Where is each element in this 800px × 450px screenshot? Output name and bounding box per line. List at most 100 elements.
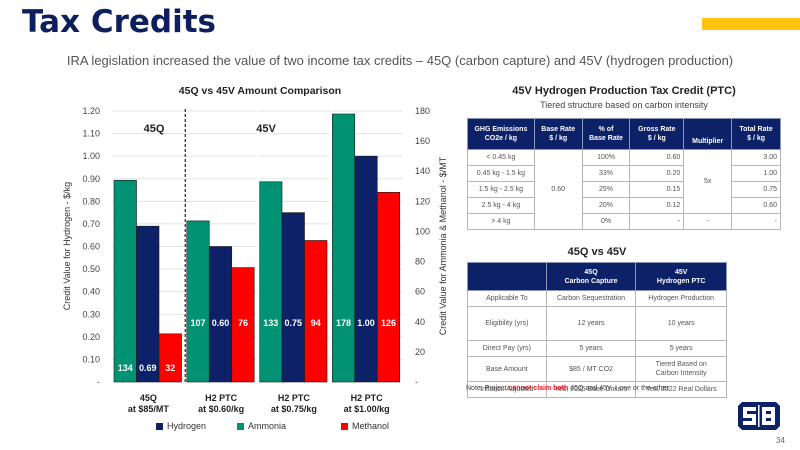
y2-tick-label: 120 [415, 196, 430, 206]
legend-swatch-methanol [341, 423, 348, 431]
data-label-methanol: 32 [165, 363, 175, 373]
x-tick-label: at $85/MT [128, 404, 170, 414]
legend-swatch-ammonia [237, 423, 244, 431]
data-label-hydrogen: 0.60 [212, 318, 230, 328]
table-row: 0.45 kg - 1.5 kg 33% 0.20 1.00 [467, 165, 781, 182]
cell-total: 0.60 [731, 197, 781, 214]
cell-multiplier: - [683, 213, 733, 230]
data-label-hydrogen: 1.00 [357, 318, 375, 328]
row-label: Applicable To [467, 290, 547, 307]
y-tick-label: 0.10 [82, 354, 100, 364]
cell-gross: 0.60 [629, 149, 685, 166]
y2-tick-label: 80 [415, 257, 425, 267]
col-header-base-rate: Base Rate $ / kg [533, 118, 583, 150]
y2-tick-label: 140 [415, 166, 430, 176]
ptc-table: GHG Emissions CO2e / kg Base Rate $ / kg %… [467, 118, 781, 230]
data-label-ammonia: 134 [118, 363, 133, 373]
table-row: Inflation Adjusted Yes, 2025 Base Dollar… [467, 381, 727, 398]
cell-gross: - [629, 213, 685, 230]
chart-title: 45Q vs 45V Amount Comparison [178, 85, 342, 97]
company-logo [738, 402, 780, 430]
cell-multiplier: 5x [683, 149, 733, 214]
cell-pct: 20% [581, 197, 631, 214]
col-header-ghg: GHG Emissions CO2e / kg [467, 118, 535, 150]
y2-tick-label: 160 [415, 136, 430, 146]
bar-ammonia [113, 179, 137, 383]
footnote: Note: Project cannot claim both 45Q and … [466, 385, 669, 392]
data-label-ammonia: 133 [263, 318, 278, 328]
y2-tick-label: 180 [415, 106, 430, 116]
compare-table: 45Q Carbon Capture 45V Hydrogen PTC Applic… [467, 262, 727, 398]
cell-pct: 33% [581, 165, 631, 182]
data-label-methanol: 76 [238, 318, 248, 328]
bar-methanol [158, 333, 182, 383]
data-label-methanol: 94 [311, 318, 321, 328]
y2-tick-label: 100 [415, 226, 430, 236]
accent-bar [702, 18, 800, 30]
bar-chart: - 0.10 0.20 0.30 0.40 0.50 0.60 0.70 0.80 0.90 1.0… [62, 106, 448, 414]
cell-ghg: 0.45 kg - 1.5 kg [467, 165, 535, 182]
page-number: 34 [776, 436, 785, 445]
bar-ammonia [259, 181, 283, 383]
cell-45v: Tiered Based on Carbon Intensity [635, 356, 727, 382]
cell-gross: 0.20 [629, 165, 685, 182]
bar-methanol [304, 240, 328, 383]
x-tick-label: H2 PTC [205, 393, 238, 403]
y-tick-label: 0.20 [82, 332, 100, 342]
cell-total: 0.75 [731, 181, 781, 198]
cell-pct: 25% [581, 181, 631, 198]
bar-hydrogen [354, 155, 378, 383]
y-tick-label: 0.80 [82, 196, 100, 206]
cell-pct: 100% [581, 149, 631, 166]
table-row: Direct Pay (yrs) 5 years 5 years [467, 340, 727, 357]
cell-45v: Hydrogen Production [635, 290, 727, 307]
legend-item-hydrogen: Hydrogen [156, 421, 206, 431]
data-label-methanol: 126 [381, 318, 396, 328]
cell-45v: Yes, 2022 Real Dollars [635, 381, 727, 398]
cell-base-rate: 0.60 [533, 149, 583, 230]
table-row: Base Amount $85 / MT CO2 Tiered Based on… [467, 356, 727, 382]
cell-gross: 0.15 [629, 181, 685, 198]
y-tick-label: - [97, 377, 100, 387]
compare-table-header: 45Q Carbon Capture 45V Hydrogen PTC [467, 262, 727, 291]
data-label-ammonia: 107 [190, 318, 205, 328]
y-tick-label: 0.70 [82, 219, 100, 229]
cell-45q: $85 / MT CO2 [545, 356, 637, 382]
legend-swatch-hydrogen [156, 423, 163, 431]
y-tick-label: 0.50 [82, 264, 100, 274]
cell-total: - [731, 213, 781, 230]
footnote-highlight: cannot claim both [508, 385, 569, 392]
y-tick-label: 1.20 [82, 106, 100, 116]
table-row: 1.5 kg - 2.5 kg 25% 0.15 0.75 [467, 181, 781, 198]
compare-table-title: 45Q vs 45V [567, 246, 627, 258]
row-label: Inflation Adjusted [467, 381, 547, 398]
ptc-table-title: 45V Hydrogen Production Tax Credit (PTC) [512, 85, 736, 97]
y2-tick-label: 20 [415, 347, 425, 357]
x-tick-label: at $0.75/kg [271, 404, 317, 414]
y-tick-label: 0.30 [82, 309, 100, 319]
y-axis-title: Credit Value for Hydrogen - $/kg [62, 182, 72, 310]
y2-tick-label: - [415, 377, 418, 387]
cell-ghg: < 0.45 kg [467, 149, 535, 166]
table-row: < 0.45 kg 0.60 100% 0.60 5x 3.00 [467, 149, 781, 230]
col-header-45v: 45V Hydrogen PTC [635, 262, 727, 291]
data-label-hydrogen: 0.69 [139, 363, 157, 373]
x-tick-label: H2 PTC [278, 393, 311, 403]
cell-gross: 0.12 [629, 197, 685, 214]
page-title: Tax Credits [22, 4, 217, 40]
table-row: > 4 kg 0% - - - [467, 213, 781, 230]
table-row: Eligibility (yrs) 12 years 10 years [467, 306, 727, 341]
bar-methanol [376, 192, 401, 383]
bar-ammonia [186, 220, 210, 383]
row-label: Eligibility (yrs) [467, 306, 547, 341]
data-label-hydrogen: 0.75 [284, 318, 302, 328]
page-subtitle: IRA legislation increased the value of t… [66, 53, 734, 68]
y-tick-label: 0.90 [82, 174, 100, 184]
bar-hydrogen [281, 212, 305, 383]
cell-total: 3.00 [731, 149, 781, 166]
table-row: 2.5 kg - 4 kg 20% 0.12 0.60 [467, 197, 781, 214]
cell-45q: Carbon Sequestration [545, 290, 637, 307]
bar-methanol [231, 267, 255, 383]
annotation-45q: 45Q [144, 123, 165, 135]
data-label-ammonia: 178 [336, 318, 351, 328]
